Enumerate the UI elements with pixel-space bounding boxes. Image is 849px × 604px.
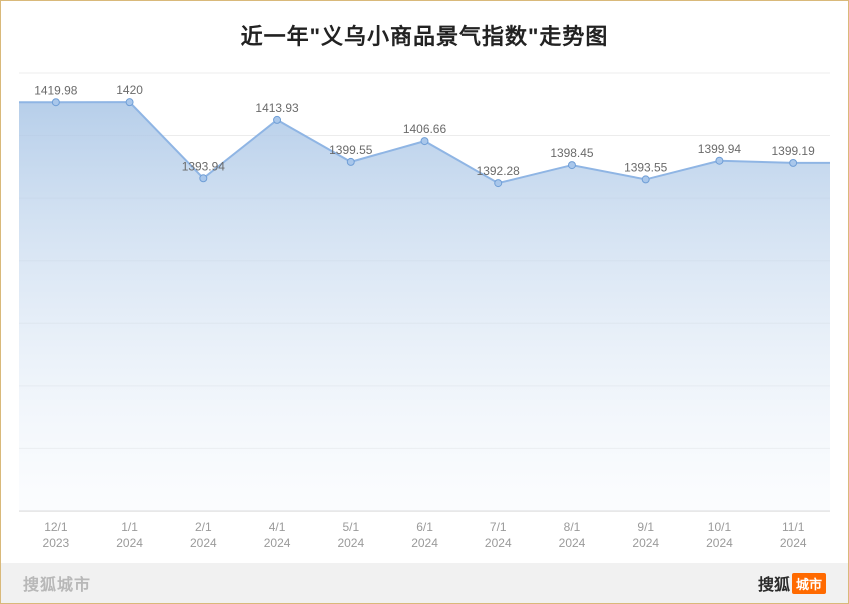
- svg-text:1399.55: 1399.55: [329, 143, 373, 157]
- chart-area: 1419.98 1420 1393.94 1413.93 1399.55 1406.66 1…: [19, 63, 830, 513]
- svg-text:1398.45: 1398.45: [550, 146, 594, 160]
- svg-text:1392.28: 1392.28: [477, 164, 521, 178]
- x-axis-tick: 7/12024: [461, 519, 535, 559]
- footer-tag: 城市: [792, 573, 826, 594]
- svg-text:1399.19: 1399.19: [772, 144, 816, 158]
- x-axis-tick: 9/12024: [609, 519, 683, 559]
- x-axis-tick: 10/12024: [683, 519, 757, 559]
- x-axis-tick: 5/12024: [314, 519, 388, 559]
- svg-text:1413.93: 1413.93: [255, 101, 299, 115]
- x-axis-tick: 2/12024: [166, 519, 240, 559]
- footer-brand-text: 搜狐: [758, 571, 790, 595]
- x-axis: 12/120231/120242/120244/120245/120246/12…: [19, 519, 830, 559]
- svg-text:1399.94: 1399.94: [698, 142, 742, 156]
- x-axis-tick: 6/12024: [388, 519, 462, 559]
- x-axis-tick: 4/12024: [240, 519, 314, 559]
- footer-bar: 搜狐城市 搜狐 城市: [1, 563, 848, 603]
- svg-text:1393.94: 1393.94: [182, 159, 226, 173]
- svg-text:1406.66: 1406.66: [403, 122, 447, 136]
- chart-title: 近一年"义乌小商品景气指数"走势图: [1, 1, 848, 51]
- svg-text:1420: 1420: [116, 83, 143, 97]
- x-axis-tick: 11/12024: [756, 519, 830, 559]
- svg-text:1419.98: 1419.98: [34, 83, 78, 97]
- footer-brand: 搜狐 城市: [758, 571, 826, 595]
- x-axis-tick: 8/12024: [535, 519, 609, 559]
- x-axis-tick: 1/12024: [93, 519, 167, 559]
- x-axis-tick: 12/12023: [19, 519, 93, 559]
- footer-watermark: 搜狐城市: [23, 571, 91, 595]
- svg-text:1393.55: 1393.55: [624, 160, 668, 174]
